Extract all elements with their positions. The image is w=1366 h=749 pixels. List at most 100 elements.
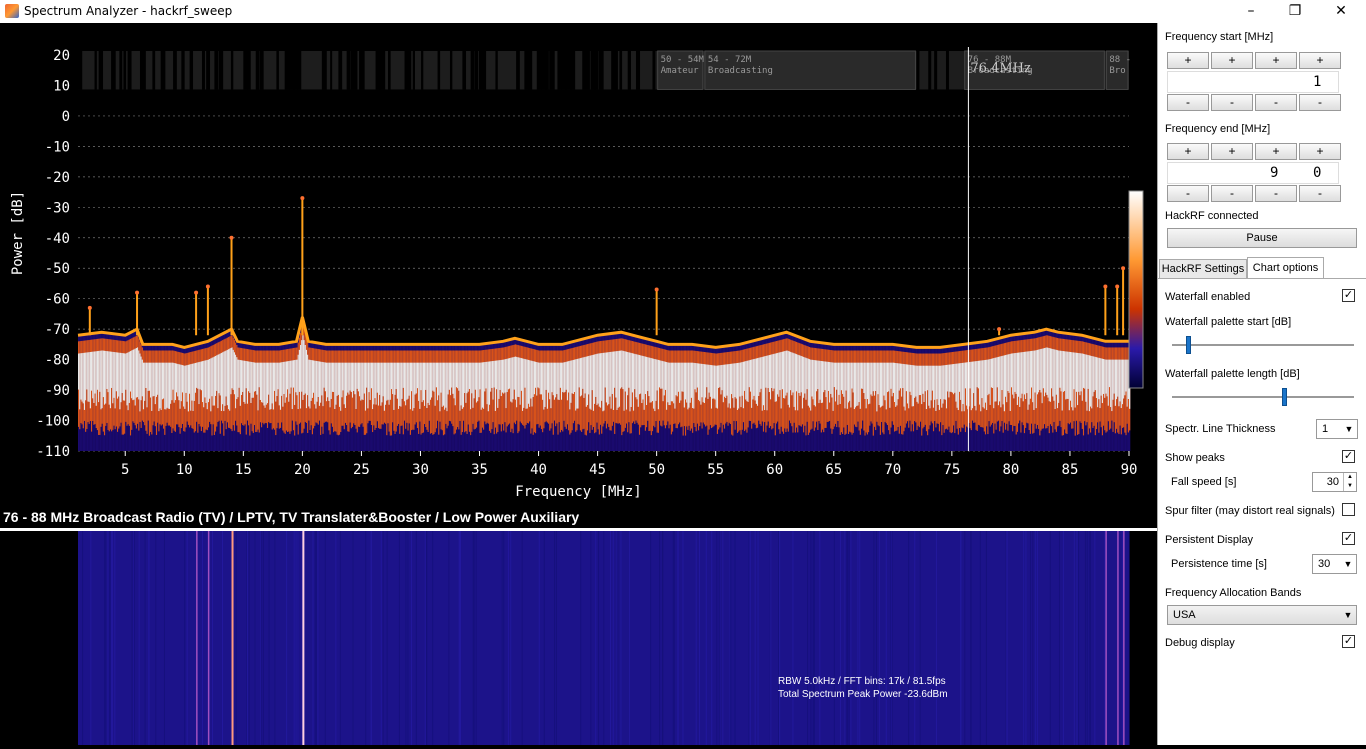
- noise-core-bar: [625, 351, 628, 410]
- noise-core-bar: [140, 356, 142, 401]
- y-tick-label: -110: [36, 444, 70, 460]
- waterfall-streak: [1073, 531, 1075, 745]
- noise-core-bar: [381, 362, 383, 403]
- freq-end-minus-1[interactable]: -: [1167, 185, 1209, 202]
- noise-core-bar: [1039, 349, 1041, 390]
- noise-core-bar: [873, 362, 876, 396]
- noise-core-bar: [700, 363, 702, 405]
- noise-core-bar: [132, 349, 134, 401]
- noise-core-bar: [214, 355, 217, 396]
- noise-mid-bar: [721, 352, 723, 433]
- noise-core-bar: [113, 352, 115, 398]
- freq-start-plus-2[interactable]: +: [1211, 52, 1253, 69]
- freq-start-plus-3[interactable]: +: [1255, 52, 1297, 69]
- freq-start-minus-2[interactable]: -: [1211, 94, 1253, 111]
- pause-button[interactable]: Pause: [1167, 228, 1357, 248]
- tab-hackrf-settings[interactable]: HackRF Settings: [1159, 259, 1247, 279]
- waterfall-streak: [155, 531, 157, 745]
- noise-core-bar: [382, 362, 384, 397]
- noise-core-bar: [501, 359, 504, 393]
- splitter[interactable]: [0, 528, 1157, 531]
- freq-start-minus-1[interactable]: -: [1167, 94, 1209, 111]
- noise-core-bar: [543, 362, 545, 410]
- band-segment: [359, 51, 365, 90]
- freq-end-minus-4[interactable]: -: [1299, 185, 1341, 202]
- freq-end-plus-3[interactable]: +: [1255, 143, 1297, 160]
- line-thickness-select[interactable]: 1 ▼: [1316, 419, 1358, 439]
- waterfall-streak: [682, 531, 684, 745]
- noise-core-bar: [928, 365, 930, 406]
- spinner-arrows-icon[interactable]: ▲ ▼: [1343, 473, 1356, 491]
- java-app-icon: [5, 4, 19, 18]
- waterfall-streak: [448, 531, 450, 745]
- tab-chart-options[interactable]: Chart options: [1247, 257, 1324, 279]
- noise-core-bar: [506, 358, 508, 393]
- noise-core-bar: [577, 358, 579, 409]
- noise-core-bar: [930, 365, 932, 401]
- noise-core-bar: [786, 350, 788, 393]
- noise-core-bar: [336, 362, 338, 396]
- noise-core-bar: [394, 362, 396, 395]
- freq-end-value[interactable]: 9 0: [1167, 162, 1339, 184]
- freq-end-minus-3[interactable]: -: [1255, 185, 1297, 202]
- persistent-display-checkbox[interactable]: ✓: [1342, 532, 1355, 545]
- noise-core-bar: [420, 362, 422, 391]
- palette-start-slider[interactable]: [1172, 336, 1354, 354]
- noise-core-bar: [696, 363, 699, 388]
- noise-core-bar: [300, 344, 302, 409]
- freq-start-minus-3[interactable]: -: [1255, 94, 1297, 111]
- debug-display-checkbox[interactable]: ✓: [1342, 635, 1355, 648]
- hackrf-status: HackRF connected: [1165, 210, 1259, 222]
- freq-start-plus-1[interactable]: +: [1167, 52, 1209, 69]
- freq-start-value[interactable]: 1: [1167, 71, 1339, 93]
- noise-core-bar: [314, 360, 316, 405]
- noise-core-bar: [155, 362, 158, 397]
- noise-core-bar: [432, 362, 434, 391]
- freq-end-plus-4[interactable]: +: [1299, 143, 1341, 160]
- freq-end-plus-1[interactable]: +: [1167, 143, 1209, 160]
- noise-core-bar: [135, 348, 138, 398]
- spur-filter-checkbox[interactable]: [1342, 503, 1355, 516]
- noise-core-bar: [380, 362, 382, 406]
- show-peaks-checkbox[interactable]: ✓: [1342, 450, 1355, 463]
- minimize-button[interactable]: –: [1247, 3, 1255, 19]
- noise-core-bar: [958, 363, 961, 392]
- freq-end-minus-2[interactable]: -: [1211, 185, 1253, 202]
- noise-core-bar: [736, 362, 739, 411]
- x-tick-label: 5: [121, 462, 129, 478]
- fall-speed-spinner[interactable]: 30 ▲ ▼: [1312, 472, 1357, 492]
- noise-core-bar: [895, 362, 897, 407]
- noise-core-bar: [792, 352, 794, 393]
- freq-end-plus-2[interactable]: +: [1211, 143, 1253, 160]
- spectrum-chart-area[interactable]: 20 10 0 -10 -20 -30 -40 -50 -60 -70 -80 -90 -100 -110…: [0, 23, 1157, 528]
- noise-core-bar: [715, 365, 717, 408]
- alloc-bands-select[interactable]: USA ▼: [1167, 605, 1357, 625]
- noise-core-bar: [435, 362, 438, 388]
- noise-core-bar: [723, 364, 726, 397]
- waterfall-signal: [231, 531, 234, 745]
- noise-core-bar: [161, 362, 164, 400]
- waterfall-streak: [935, 531, 937, 745]
- noise-core-bar: [868, 362, 870, 405]
- noise-core-bar: [475, 362, 478, 403]
- waterfall-streak: [1049, 531, 1051, 745]
- band-segment: [292, 51, 298, 90]
- noise-core-bar: [176, 363, 178, 393]
- noise-core-bar: [739, 362, 741, 397]
- waterfall-enabled-checkbox[interactable]: ✓: [1342, 289, 1355, 302]
- palette-length-thumb[interactable]: [1281, 388, 1287, 406]
- maximize-button[interactable]: ❐: [1288, 3, 1302, 19]
- y-tick-label: -100: [36, 414, 70, 430]
- persistence-time-select[interactable]: 30 ▼: [1312, 554, 1357, 574]
- noise-core-bar: [128, 351, 131, 403]
- noise-core-bar: [83, 352, 86, 410]
- palette-length-slider[interactable]: [1172, 388, 1354, 406]
- freq-start-plus-4[interactable]: +: [1299, 52, 1341, 69]
- palette-start-thumb[interactable]: [1186, 336, 1192, 354]
- freq-start-minus-4[interactable]: -: [1299, 94, 1341, 111]
- noise-core-bar: [164, 362, 166, 410]
- close-button[interactable]: ✕: [1335, 3, 1347, 19]
- band-segment: [528, 51, 533, 90]
- spectrum-chart[interactable]: 20 10 0 -10 -20 -30 -40 -50 -60 -70 -80 -90 -100 -110…: [0, 23, 1157, 509]
- x-tick-label: 15: [235, 462, 252, 478]
